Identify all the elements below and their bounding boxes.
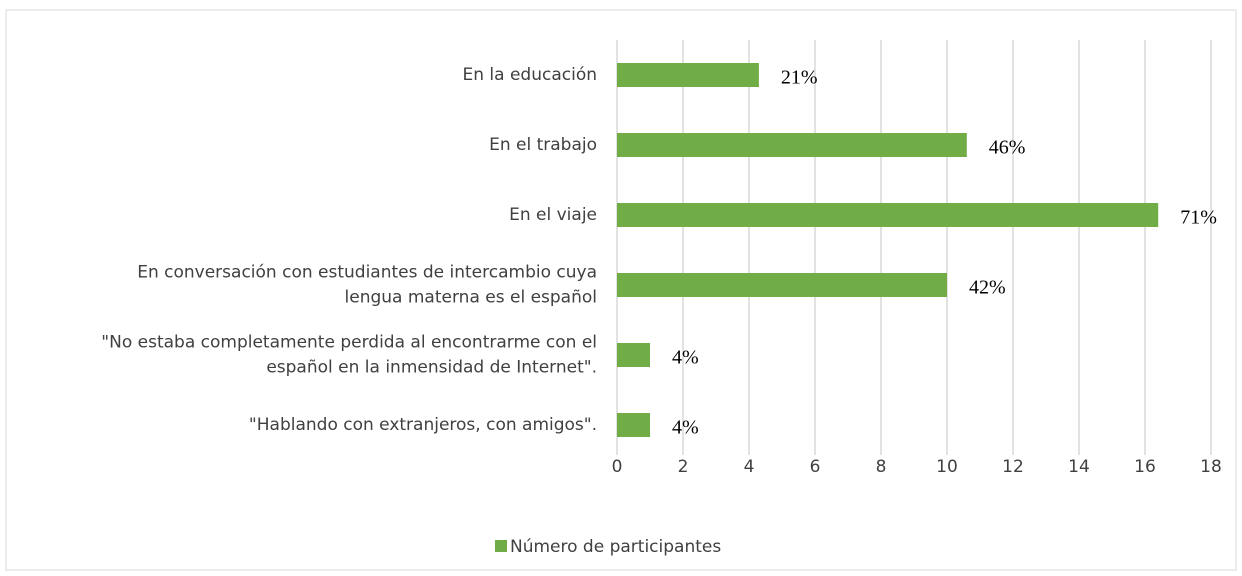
y-tick-label: "No estaba completamente perdida al enco… [101,333,597,353]
value-label: 4% [672,347,699,369]
y-tick-label: En la educación [463,65,598,85]
y-tick-label: En el viaje [509,205,597,225]
y-tick-label: español en la inmensidad de Internet". [266,358,597,378]
bar [617,133,967,157]
x-tick-label: 16 [1134,457,1156,477]
y-tick-label: lengua materna es el español [345,288,597,308]
value-label: 21% [781,67,818,89]
x-tick-label: 0 [612,457,623,477]
legend-label: Número de participantes [510,537,721,557]
bar [617,343,650,367]
y-tick-label: En conversación con estudiantes de inter… [137,263,597,283]
x-tick-label: 12 [1002,457,1024,477]
x-tick-label: 2 [678,457,689,477]
value-label: 42% [969,277,1006,299]
x-tick-label: 18 [1200,457,1222,477]
bar [617,63,759,87]
value-label: 71% [1180,207,1217,229]
bar [617,203,1159,227]
x-tick-label: 4 [744,457,755,477]
x-tick-label: 8 [876,457,887,477]
x-tick-label: 14 [1068,457,1090,477]
value-label: 4% [672,417,699,439]
value-label: 46% [989,137,1026,159]
legend-swatch [495,540,507,552]
x-tick-label: 6 [810,457,821,477]
y-tick-label: "Hablando con extranjeros, con amigos". [249,415,597,435]
bar [617,413,650,437]
y-tick-label: En el trabajo [489,135,597,155]
bar [617,273,947,297]
x-tick-label: 10 [936,457,958,477]
